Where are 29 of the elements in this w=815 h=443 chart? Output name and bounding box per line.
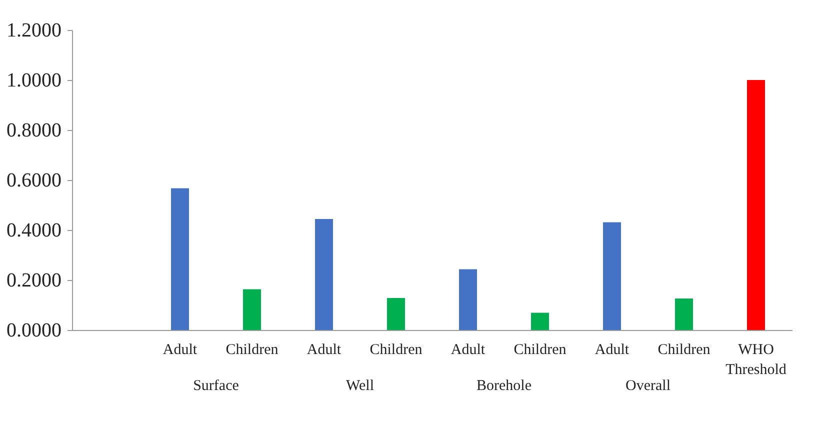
bar	[747, 80, 765, 330]
x-tick-label: Adult	[450, 342, 486, 358]
text: Surface	[193, 378, 240, 394]
x-tick-label: Children	[370, 342, 423, 358]
y-tick-label: 0.2000	[6, 270, 62, 292]
bar	[315, 219, 333, 330]
bar	[459, 269, 477, 330]
y-tick-label: 1.0000	[6, 70, 62, 92]
text: Borehole	[476, 378, 532, 394]
x-tick-label: Children	[226, 342, 279, 358]
bar	[243, 289, 261, 330]
x-tick-label: Adult	[594, 342, 630, 358]
text: Well	[346, 378, 374, 394]
x-tick-label: Adult	[162, 342, 198, 358]
y-tick-label: 0.6000	[6, 170, 62, 192]
text: Overall	[626, 378, 670, 394]
bar	[387, 298, 405, 330]
bar	[675, 298, 693, 330]
x-tick-label: WHO Threshold	[726, 342, 787, 378]
bar	[171, 188, 189, 330]
bar	[531, 312, 549, 330]
y-tick-label: 0.8000	[6, 120, 62, 142]
x-tick-label: Children	[514, 342, 567, 358]
y-tick-label: 0.4000	[6, 220, 62, 242]
y-tick-label: 0.0000	[6, 320, 62, 342]
bar	[603, 222, 621, 330]
y-tick-label: 1.2000	[6, 20, 62, 42]
x-tick-label: Adult	[306, 342, 342, 358]
x-tick-label: Children	[658, 342, 711, 358]
